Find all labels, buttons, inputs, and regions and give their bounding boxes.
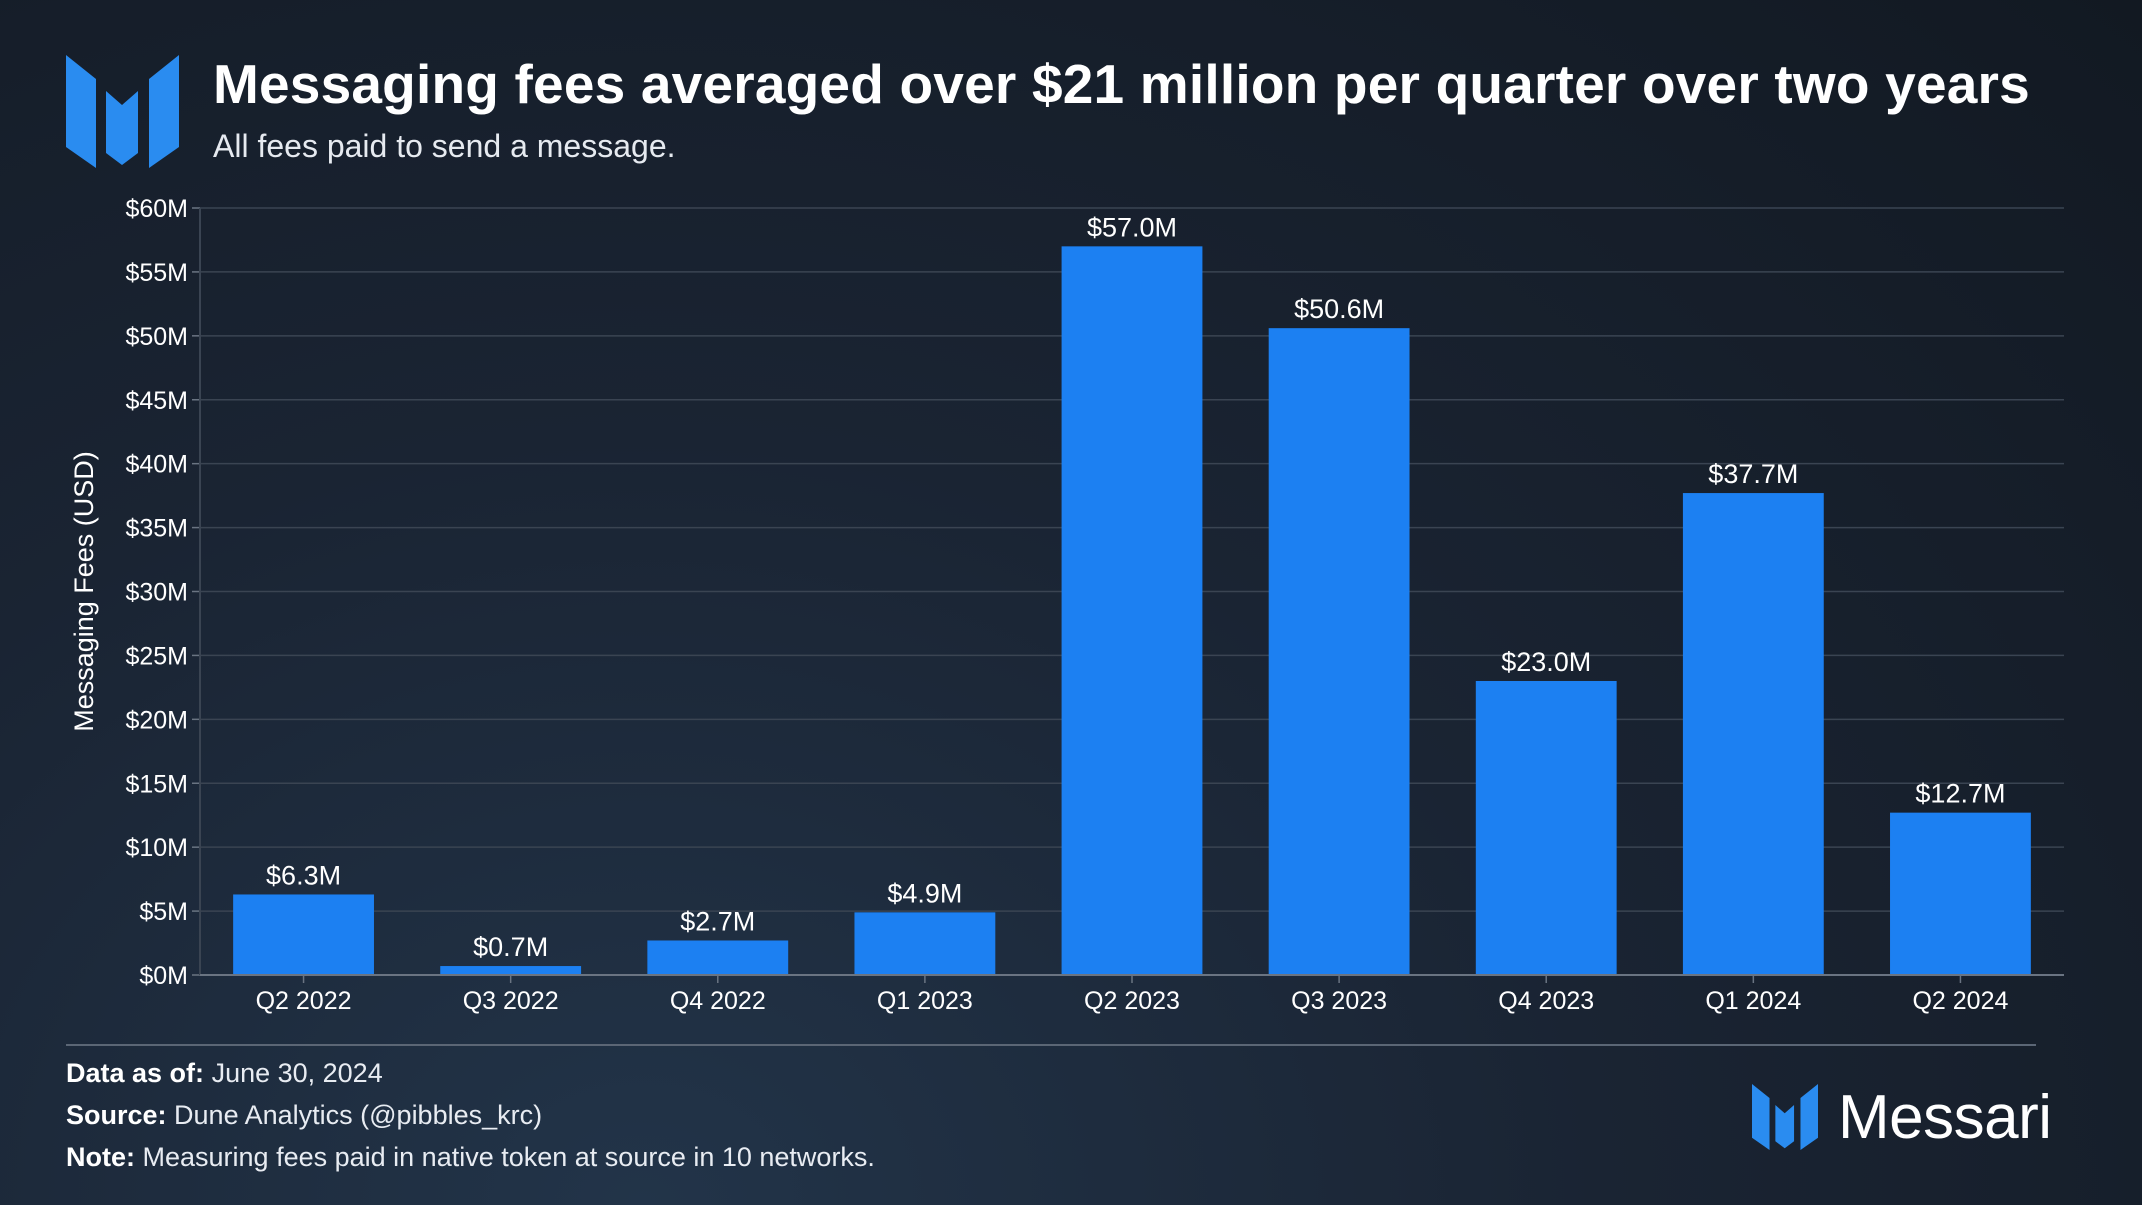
messari-brand: Messari: [1752, 1082, 2052, 1152]
bar: [440, 966, 582, 975]
data-label: $37.7M: [1708, 459, 1798, 489]
chart-title: Messaging fees averaged over $21 million…: [213, 53, 2030, 115]
y-tick-label: $20M: [125, 706, 188, 734]
y-tick-label: $35M: [125, 515, 188, 543]
data-label: $0.7M: [473, 932, 548, 962]
source-value: Dune Analytics (@pibbles_krc): [174, 1100, 543, 1130]
x-tick-label: Q3 2022: [463, 987, 559, 1015]
data-label: $23.0M: [1501, 647, 1591, 677]
note-label: Note:: [66, 1142, 135, 1172]
x-axis-ticks: Q2 2022 Q3 2022 Q4 2022 Q1 2023 Q2 2023 Q3 20…: [256, 975, 2008, 1015]
y-tick-label: $0M: [139, 962, 188, 990]
data-label: $6.3M: [266, 860, 341, 890]
data-as-of: Data as of: June 30, 2024: [66, 1058, 383, 1089]
x-tick-label: Q1 2024: [1705, 987, 1801, 1015]
y-tick-label: $40M: [125, 451, 188, 479]
messari-brand-icon: [1752, 1084, 1818, 1150]
y-tick-label: $15M: [125, 770, 188, 798]
x-tick-label: Q2 2022: [256, 987, 352, 1015]
y-tick-label: $55M: [125, 259, 188, 287]
y-tick-label: $25M: [125, 642, 188, 670]
brand-name: Messari: [1838, 1082, 2052, 1152]
data-label: $57.0M: [1087, 212, 1177, 242]
data-label: $12.7M: [1915, 779, 2005, 809]
data-label: $4.9M: [887, 878, 962, 908]
bar: [1475, 680, 1617, 975]
data-label: $2.7M: [680, 906, 755, 936]
bar: [854, 912, 996, 975]
y-tick-label: $10M: [125, 834, 188, 862]
messari-logo-icon: [66, 55, 179, 168]
x-tick-label: Q2 2023: [1084, 987, 1180, 1015]
bar-chart: $0M $5M $10M $15M $20M $25M $30M $35M $40M $45M $5…: [69, 195, 2064, 1015]
data-label: $50.6M: [1294, 294, 1384, 324]
chart-subtitle: All fees paid to send a message.: [213, 128, 676, 164]
bar: [1890, 812, 2031, 975]
source-label: Source:: [66, 1100, 167, 1130]
x-tick-label: Q1 2023: [877, 987, 973, 1015]
y-tick-label: $60M: [125, 195, 188, 223]
x-tick-label: Q2 2024: [1912, 987, 2008, 1015]
y-axis-ticks: $0M $5M $10M $15M $20M $25M $30M $35M $40M $45M $5…: [125, 195, 200, 990]
bar: [647, 940, 789, 975]
y-tick-label: $5M: [139, 898, 188, 926]
x-tick-label: Q4 2022: [670, 987, 766, 1015]
data-as-of-value: June 30, 2024: [211, 1058, 383, 1088]
y-tick-label: $30M: [125, 579, 188, 607]
note-value: Measuring fees paid in native token at s…: [142, 1142, 875, 1172]
x-tick-label: Q4 2023: [1498, 987, 1594, 1015]
footer-divider: [66, 1044, 2036, 1046]
y-tick-label: $50M: [125, 323, 188, 351]
data-as-of-label: Data as of:: [66, 1058, 205, 1088]
data-labels: $6.3M $0.7M $2.7M $4.9M $57.0M $50.6M $23.0M $3…: [266, 212, 2005, 962]
method-note: Note: Measuring fees paid in native toke…: [66, 1142, 875, 1173]
bar: [1268, 328, 1410, 975]
bars: [233, 246, 2031, 976]
y-tick-label: $45M: [125, 387, 188, 415]
bar: [1682, 493, 1824, 975]
x-tick-label: Q3 2023: [1291, 987, 1387, 1015]
bar: [1061, 246, 1203, 976]
bar: [233, 894, 374, 975]
y-axis-label: Messaging Fees (USD): [69, 451, 99, 732]
source-note: Source: Dune Analytics (@pibbles_krc): [66, 1100, 542, 1131]
